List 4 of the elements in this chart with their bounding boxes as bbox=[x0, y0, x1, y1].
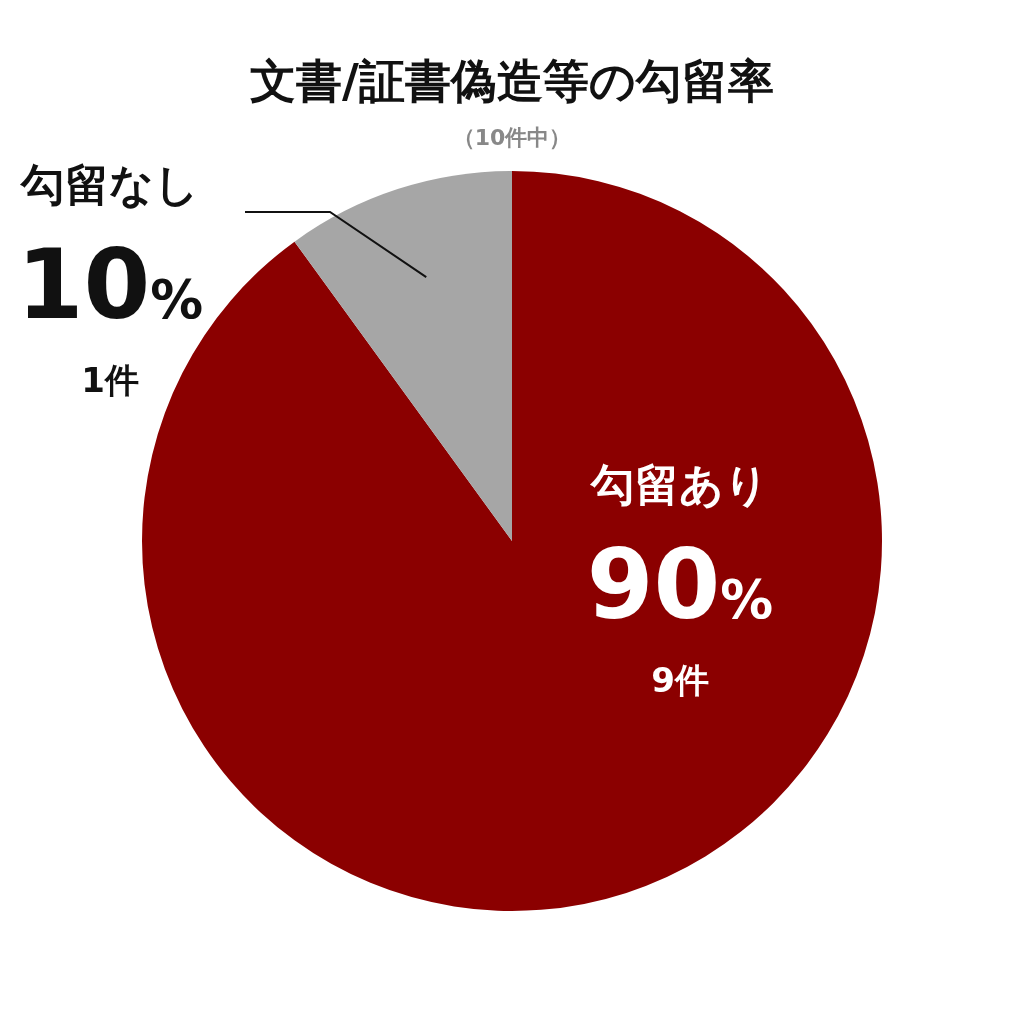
annotation: 9件 bbox=[651, 660, 709, 700]
title: 文書/証書偽造等の勾留率 bbox=[250, 54, 774, 108]
annotation: 1件 bbox=[81, 360, 139, 400]
subtitle: （10件中） bbox=[452, 125, 572, 150]
